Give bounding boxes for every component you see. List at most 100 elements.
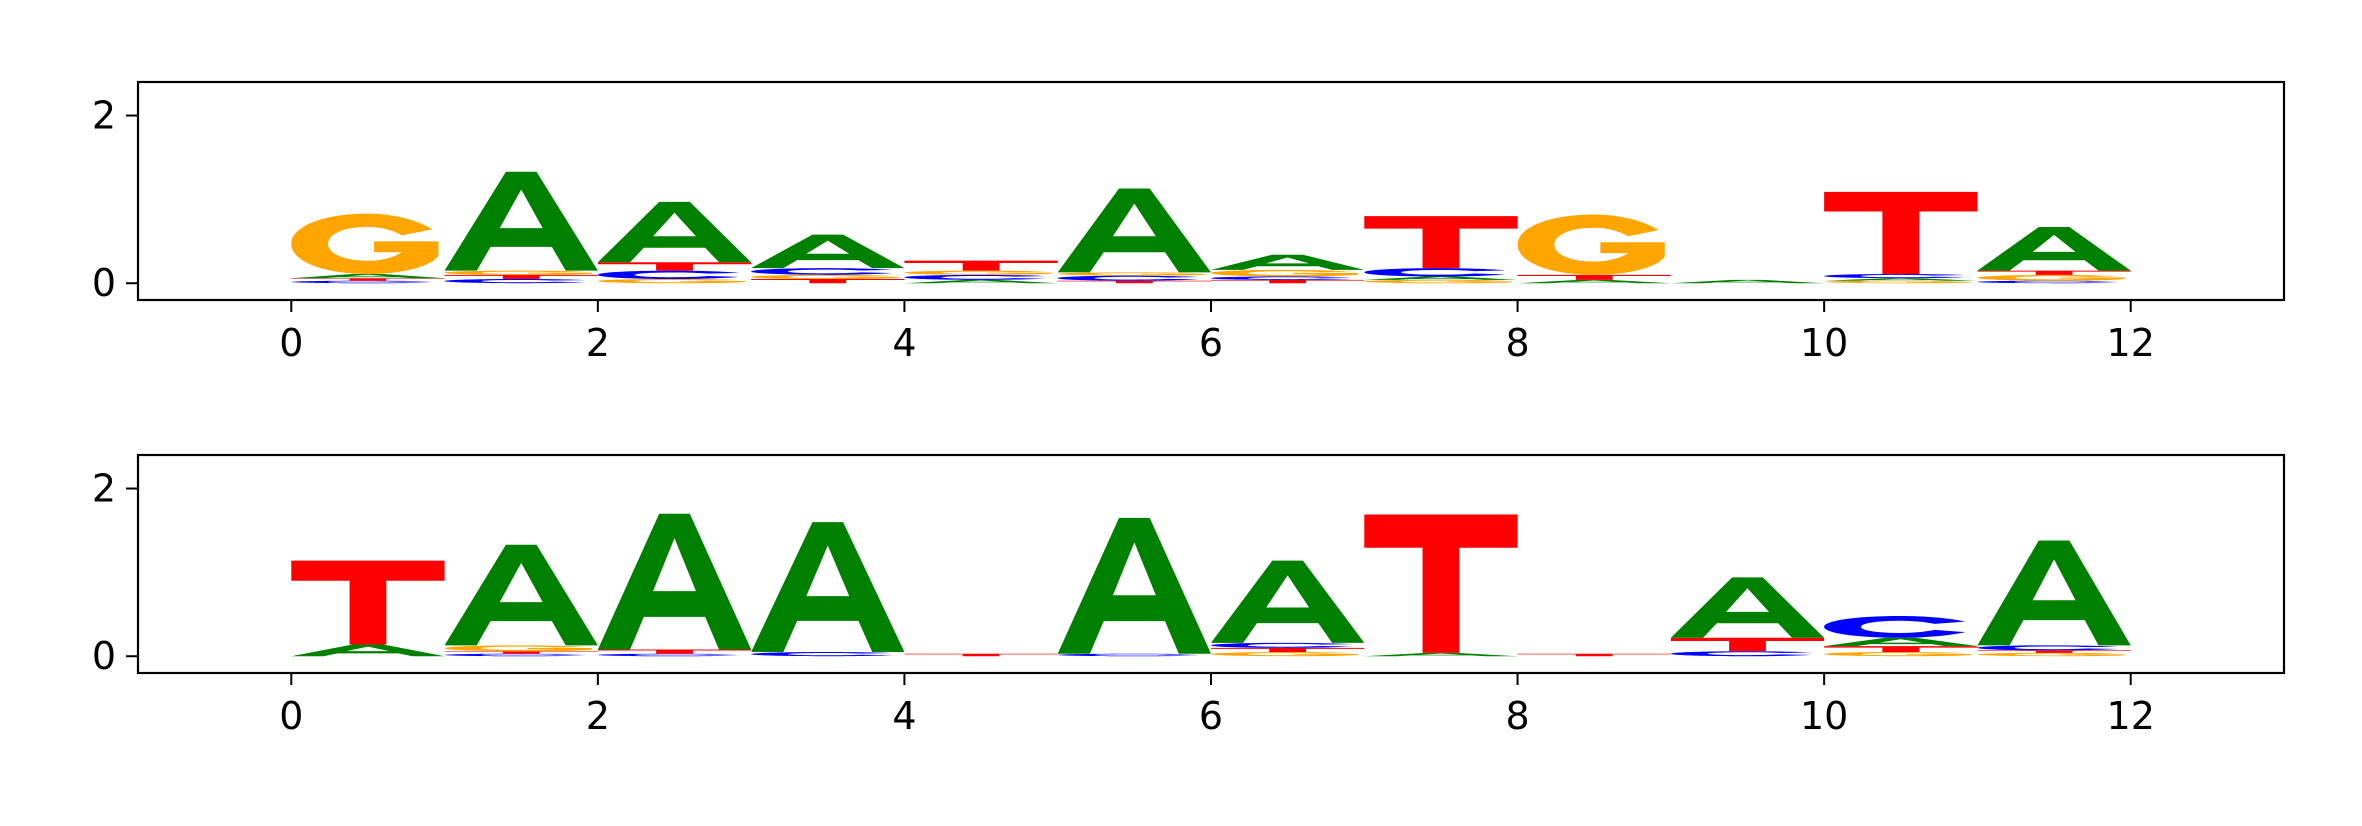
letter-G-pos-2	[597, 279, 746, 284]
letter-A-pos-11	[1977, 227, 2131, 271]
letter-A-pos-4	[904, 279, 1058, 284]
x-tick-label: 6	[1199, 694, 1223, 738]
logo-panel-1: 0 2 4 6 8 10 12 0 2	[92, 80, 2286, 365]
letter-T-pos-11	[1977, 270, 2131, 275]
letter-C-pos-10	[1824, 274, 1966, 279]
letter-G-pos-11	[1977, 652, 2125, 657]
letter-G-pos-6	[1211, 652, 1359, 657]
x-tick-label: 2	[586, 321, 610, 365]
x-tick-label: 10	[1800, 694, 1848, 738]
x-tick-label: 4	[892, 321, 916, 365]
y-tick-label: 0	[92, 634, 116, 678]
letter-G-pos-7	[1364, 279, 1512, 284]
letter-T-pos-5	[1057, 280, 1211, 284]
letter-T-pos-7	[1364, 514, 1518, 653]
letter-T-pos-1	[444, 274, 598, 280]
x-tick-label: 10	[1800, 321, 1848, 365]
letter-T-pos-1	[444, 651, 598, 654]
letter-G-pos-10	[1824, 280, 1972, 284]
letter-T-pos-0	[291, 278, 445, 281]
letter-T-pos-2	[597, 649, 752, 654]
letter-G-pos-4	[904, 270, 1052, 275]
letter-G-pos-11	[1977, 274, 2125, 281]
y-tick-label: 2	[92, 467, 116, 511]
letter-A-pos-6	[1211, 560, 1365, 643]
logo-panel-2: 0 2 4 6 8 10 12 0 2	[92, 453, 2286, 738]
letter-C-pos-11	[1977, 645, 2119, 651]
letter-A-pos-9	[1670, 577, 1825, 638]
letter-A-pos-9	[1670, 279, 1825, 284]
letter-A-pos-7	[1364, 276, 1518, 280]
letter-A-pos-10	[1824, 637, 1978, 647]
letter-A-pos-1	[444, 171, 598, 271]
letter-C-pos-2	[597, 270, 739, 280]
letter-C-pos-9	[1670, 651, 1812, 657]
letter-C-pos-5	[1057, 275, 1199, 281]
letter-A-pos-5	[1057, 517, 1211, 654]
letter-C-pos-3	[751, 652, 893, 657]
letter-C-pos-10	[1824, 615, 1966, 638]
letter-C-pos-2	[597, 653, 739, 657]
x-tick-label: 2	[586, 694, 610, 738]
letter-A-pos-10	[1824, 278, 1978, 281]
letter-A-pos-5	[1057, 188, 1211, 273]
letter-C-pos-3	[751, 268, 893, 275]
letter-T-pos-3	[751, 279, 905, 284]
letter-G-pos-10	[1824, 652, 1972, 657]
x-tick-label: 12	[2107, 694, 2155, 738]
x-tick-label: 6	[1199, 321, 1223, 365]
letter-C-pos-1	[444, 279, 586, 284]
letter-G-pos-8	[1517, 214, 1665, 275]
x-tick-label: 4	[892, 694, 916, 738]
letter-A-pos-2	[597, 201, 752, 263]
logo-letters	[291, 171, 2131, 284]
letter-T-pos-4	[904, 260, 1058, 271]
letter-T-pos-8	[1517, 274, 1671, 280]
letter-T-pos-0	[291, 560, 445, 645]
letter-C-pos-6	[1211, 642, 1353, 648]
x-tick-label: 0	[279, 321, 303, 365]
letter-C-pos-0	[291, 280, 433, 284]
letter-T-pos-10	[1824, 646, 1978, 653]
letter-A-pos-8	[1517, 279, 1671, 284]
letter-T-pos-2	[597, 262, 752, 271]
letter-A-pos-0	[291, 274, 445, 279]
letter-G-pos-5	[1057, 272, 1205, 276]
letter-T-pos-8	[1517, 653, 1671, 657]
letter-T-pos-7	[1364, 216, 1518, 269]
letter-A-pos-2	[597, 513, 752, 650]
x-tick-label: 12	[2107, 321, 2155, 365]
letter-C-pos-11	[1977, 280, 2119, 284]
letter-G-pos-6	[1211, 269, 1359, 277]
x-tick-label: 8	[1505, 694, 1529, 738]
letter-T-pos-11	[1977, 650, 2131, 653]
letter-T-pos-9	[1670, 637, 1825, 652]
letter-G-pos-1	[444, 645, 592, 652]
logo-letters	[291, 513, 2131, 657]
letter-T-pos-6	[1211, 279, 1365, 284]
letter-C-pos-1	[444, 653, 586, 657]
panels: 0 2 4 6 8 10 12 0 2 0 2 4 6 8 10 12 0 2	[92, 80, 2286, 738]
letter-C-pos-5	[1057, 653, 1199, 657]
letter-A-pos-3	[751, 522, 905, 653]
letter-G-pos-3	[751, 274, 899, 280]
letter-T-pos-6	[1211, 647, 1365, 653]
x-tick-label: 0	[279, 694, 303, 738]
letter-C-pos-4	[904, 274, 1046, 280]
letter-T-pos-10	[1824, 191, 1978, 275]
letter-C-pos-7	[1364, 268, 1506, 277]
y-tick-label: 2	[92, 94, 116, 138]
letter-T-pos-4	[904, 653, 1058, 657]
letter-A-pos-1	[444, 544, 598, 646]
x-tick-label: 8	[1505, 321, 1529, 365]
letter-C-pos-6	[1211, 276, 1353, 280]
letter-G-pos-0	[291, 213, 439, 275]
letter-A-pos-3	[751, 234, 905, 269]
y-tick-label: 0	[92, 261, 116, 305]
letter-G-pos-1	[444, 270, 592, 275]
letter-A-pos-7	[1364, 652, 1518, 657]
letter-A-pos-11	[1977, 540, 2131, 646]
letter-A-pos-0	[291, 644, 445, 657]
